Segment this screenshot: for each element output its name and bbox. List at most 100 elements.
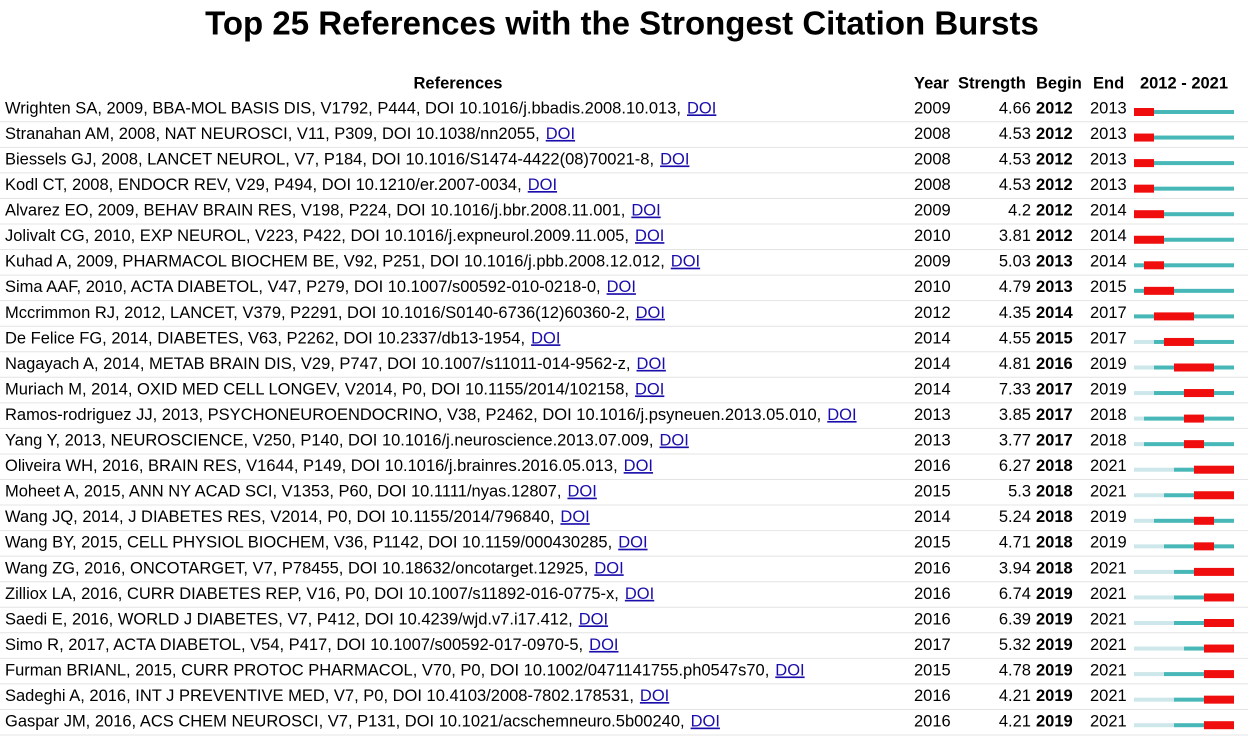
year: 2008 bbox=[914, 176, 951, 194]
burst-bar bbox=[1184, 414, 1204, 423]
doi-link[interactable]: DOI bbox=[579, 610, 608, 628]
reference: Kodl CT, 2008, ENDOCR REV, V29, P494, DO… bbox=[5, 176, 522, 194]
column-header: Begin bbox=[1036, 74, 1082, 92]
begin: 2018 bbox=[1036, 483, 1073, 501]
end: 2019 bbox=[1090, 508, 1127, 526]
doi-link[interactable]: DOI bbox=[589, 636, 618, 654]
end: 2014 bbox=[1090, 202, 1127, 220]
begin: 2016 bbox=[1036, 355, 1073, 373]
year: 2015 bbox=[914, 534, 951, 552]
pre-publication-bar bbox=[1134, 569, 1174, 574]
reference: Wang JQ, 2014, J DIABETES RES, V2014, P0… bbox=[5, 508, 554, 526]
doi-link[interactable]: DOI bbox=[631, 202, 660, 220]
burst-bar bbox=[1204, 721, 1234, 730]
end: 2021 bbox=[1090, 636, 1127, 654]
doi-link[interactable]: DOI bbox=[636, 304, 665, 322]
end: 2014 bbox=[1090, 227, 1127, 245]
begin: 2012 bbox=[1036, 150, 1073, 168]
pre-publication-bar bbox=[1134, 442, 1144, 447]
reference: Mccrimmon RJ, 2012, LANCET, V379, P2291,… bbox=[5, 304, 630, 322]
timeline-bar bbox=[1134, 186, 1234, 191]
doi-link[interactable]: DOI bbox=[671, 253, 700, 271]
burst-bar bbox=[1134, 133, 1154, 142]
doi-link[interactable]: DOI bbox=[637, 355, 666, 373]
end: 2017 bbox=[1090, 329, 1127, 347]
year: 2009 bbox=[914, 202, 951, 220]
reference: Simo R, 2017, ACTA DIABETOL, V54, P417, … bbox=[5, 636, 583, 654]
begin: 2018 bbox=[1036, 457, 1073, 475]
year: 2016 bbox=[914, 559, 951, 577]
begin: 2018 bbox=[1036, 534, 1073, 552]
doi-link[interactable]: DOI bbox=[640, 687, 669, 705]
reference: Nagayach A, 2014, METAB BRAIN DIS, V29, … bbox=[5, 355, 631, 373]
strength: 4.21 bbox=[999, 713, 1031, 731]
year: 2013 bbox=[914, 406, 951, 424]
doi-link[interactable]: DOI bbox=[827, 406, 856, 424]
doi-link[interactable]: DOI bbox=[635, 227, 664, 245]
strength: 4.79 bbox=[999, 278, 1031, 296]
doi-link[interactable]: DOI bbox=[567, 483, 596, 501]
doi-link[interactable]: DOI bbox=[660, 150, 689, 168]
reference: Biessels GJ, 2008, LANCET NEUROL, V7, P1… bbox=[5, 150, 654, 168]
end: 2021 bbox=[1090, 483, 1127, 501]
doi-link[interactable]: DOI bbox=[531, 329, 560, 347]
strength: 3.77 bbox=[999, 432, 1031, 450]
strength: 5.24 bbox=[999, 508, 1031, 526]
strength: 4.21 bbox=[999, 687, 1031, 705]
doi-link[interactable]: DOI bbox=[618, 534, 647, 552]
end: 2013 bbox=[1090, 125, 1127, 143]
burst-bar bbox=[1204, 619, 1234, 627]
column-header: End bbox=[1093, 74, 1124, 92]
burst-bar bbox=[1134, 184, 1154, 193]
pre-publication-bar bbox=[1134, 595, 1174, 600]
strength: 4.71 bbox=[999, 534, 1031, 552]
reference: Yang Y, 2013, NEUROSCIENCE, V250, P140, … bbox=[5, 432, 654, 450]
doi-link[interactable]: DOI bbox=[594, 559, 623, 577]
year: 2016 bbox=[914, 610, 951, 628]
doi-link[interactable]: DOI bbox=[660, 432, 689, 450]
strength: 3.94 bbox=[999, 559, 1031, 577]
end: 2018 bbox=[1090, 406, 1127, 424]
strength: 6.74 bbox=[999, 585, 1031, 603]
doi-link[interactable]: DOI bbox=[635, 380, 664, 398]
doi-link[interactable]: DOI bbox=[687, 99, 716, 117]
burst-bar bbox=[1194, 516, 1214, 525]
end: 2018 bbox=[1090, 432, 1127, 450]
end: 2021 bbox=[1090, 713, 1127, 731]
year: 2016 bbox=[914, 585, 951, 603]
reference: Gaspar JM, 2016, ACS CHEM NEUROSCI, V7, … bbox=[5, 713, 685, 731]
year: 2014 bbox=[914, 380, 951, 398]
timeline-bar bbox=[1134, 135, 1234, 140]
strength: 6.39 bbox=[999, 610, 1031, 628]
doi-link[interactable]: DOI bbox=[775, 661, 804, 679]
reference: Wang BY, 2015, CELL PHYSIOL BIOCHEM, V36… bbox=[5, 534, 612, 552]
pre-publication-bar bbox=[1134, 416, 1144, 421]
burst-bar bbox=[1184, 440, 1204, 449]
pre-publication-bar bbox=[1134, 621, 1174, 625]
timeline-bar bbox=[1164, 672, 1234, 677]
reference: Kuhad A, 2009, PHARMACOL BIOCHEM BE, V92… bbox=[5, 253, 665, 271]
burst-bar bbox=[1144, 261, 1164, 270]
doi-link[interactable]: DOI bbox=[624, 457, 653, 475]
pre-publication-bar bbox=[1134, 391, 1154, 396]
begin: 2019 bbox=[1036, 713, 1073, 731]
begin: 2012 bbox=[1036, 99, 1073, 117]
doi-link[interactable]: DOI bbox=[546, 125, 575, 143]
reference: Ramos-rodriguez JJ, 2013, PSYCHONEUROEND… bbox=[5, 406, 821, 424]
doi-link[interactable]: DOI bbox=[625, 585, 654, 603]
begin: 2012 bbox=[1036, 202, 1073, 220]
strength: 4.53 bbox=[999, 150, 1031, 168]
begin: 2012 bbox=[1036, 125, 1073, 143]
doi-link[interactable]: DOI bbox=[560, 508, 589, 526]
timeline-bar bbox=[1134, 237, 1234, 242]
reference: Oliveira WH, 2016, BRAIN RES, V1644, P14… bbox=[5, 457, 618, 475]
reference: Wrighten SA, 2009, BBA-MOL BASIS DIS, V1… bbox=[5, 99, 681, 117]
doi-link[interactable]: DOI bbox=[607, 278, 636, 296]
begin: 2012 bbox=[1036, 227, 1073, 245]
pre-publication-bar bbox=[1134, 697, 1174, 702]
strength: 5.32 bbox=[999, 636, 1031, 654]
reference: Sima AAF, 2010, ACTA DIABETOL, V47, P279… bbox=[5, 278, 601, 296]
doi-link[interactable]: DOI bbox=[528, 176, 557, 194]
doi-link[interactable]: DOI bbox=[691, 713, 720, 731]
strength: 4.2 bbox=[1008, 202, 1031, 220]
